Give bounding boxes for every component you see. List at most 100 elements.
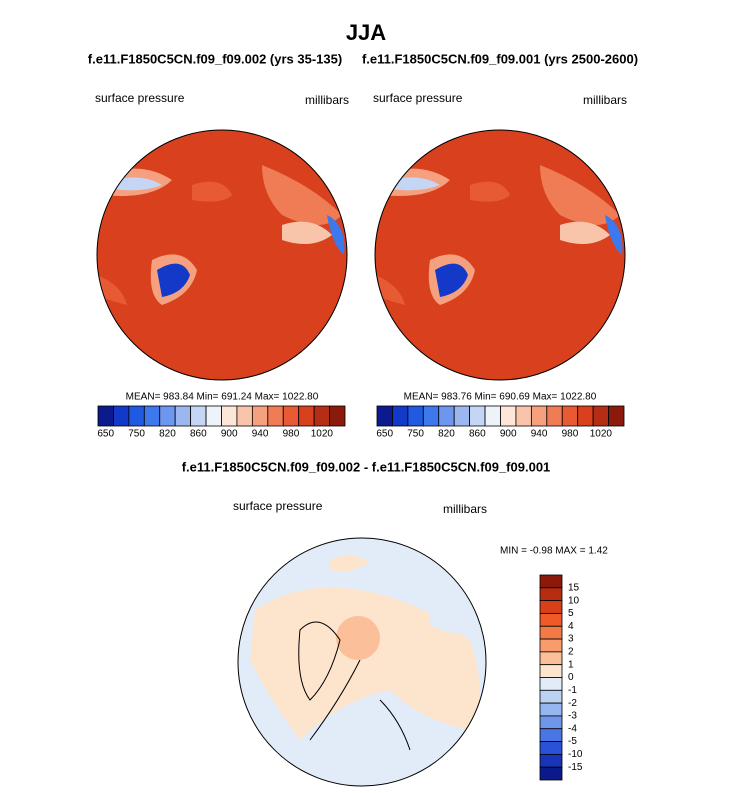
colorbar-box: [282, 405, 300, 427]
colorbar-box: [539, 753, 563, 768]
colorbar-box: [298, 405, 315, 427]
stats: MEAN= 983.76 Min= 690.69 Max= 1022.80: [404, 392, 597, 403]
colorbar-box: [530, 405, 548, 427]
colorbar-box: [313, 405, 330, 427]
colorbar-label: 4: [568, 621, 574, 632]
variable-label: surface pressure: [95, 91, 185, 105]
colorbar-box: [539, 587, 563, 602]
colorbar-box: [438, 405, 455, 427]
colorbar-box: [561, 405, 579, 427]
colorbar-box: [469, 405, 486, 427]
colorbar-box: [329, 405, 346, 427]
colorbar-label: 0: [568, 672, 574, 683]
colorbar-box: [539, 600, 563, 614]
colorbar-box: [577, 405, 594, 427]
colorbar-box: [205, 405, 222, 427]
colorbar-box: [539, 766, 563, 781]
colorbar-label: 15: [568, 582, 580, 593]
diff-title: f.e11.F1850C5CN.f09_f09.002 - f.e11.F185…: [182, 459, 551, 474]
colorbar-label: -1: [568, 685, 577, 696]
colorbar-box: [174, 405, 192, 427]
colorbar-box: [422, 405, 440, 427]
stats: MIN = -0.98 MAX = 1.42: [500, 546, 608, 557]
colorbar-label: 10: [568, 595, 580, 606]
panel-subtitle: f.e11.F1850C5CN.f09_f09.001 (yrs 2500-26…: [362, 51, 638, 66]
colorbar-label: 940: [252, 429, 269, 440]
colorbar-box: [159, 405, 176, 427]
colorbar-label: 860: [469, 429, 486, 440]
colorbar-label: -5: [568, 736, 577, 747]
colorbar-box: [515, 405, 532, 427]
colorbar-box: [539, 638, 563, 653]
colorbar-label: -15: [568, 762, 583, 773]
colorbar-box: [267, 405, 284, 427]
colorbar-box: [143, 405, 161, 427]
map-border: [237, 537, 487, 787]
colorbar-box: [608, 405, 625, 427]
colorbar-label: 5: [568, 608, 574, 619]
colorbar-box: [453, 405, 471, 427]
colorbar-box: [236, 405, 253, 427]
colorbar-label: -10: [568, 749, 583, 760]
coastlines: [298, 621, 411, 751]
map: [375, 130, 625, 380]
colorbar-label: 650: [376, 429, 393, 440]
variable-label: surface pressure: [373, 91, 463, 105]
colorbar-label: 650: [97, 429, 114, 440]
colorbar-box: [539, 574, 563, 589]
colorbar-label: 940: [531, 429, 548, 440]
map-border: [374, 129, 626, 381]
colorbar-label: 1020: [590, 429, 613, 440]
colorbar-box: [500, 405, 517, 427]
stats: MEAN= 983.84 Min= 691.24 Max= 1022.80: [126, 392, 319, 403]
colorbar-box: [407, 405, 424, 427]
panel-subtitle: f.e11.F1850C5CN.f09_f09.002 (yrs 35-135): [88, 51, 342, 66]
colorbar-label: 900: [500, 429, 517, 440]
colorbar-label: 980: [283, 429, 300, 440]
colorbar-box: [392, 405, 409, 427]
colorbar-label: 860: [190, 429, 207, 440]
colorbar-label: -2: [568, 698, 577, 709]
colorbar-label: 3: [568, 634, 574, 645]
colorbar-box: [190, 405, 207, 427]
colorbar-label: 2: [568, 647, 574, 658]
units-label: millibars: [443, 502, 487, 516]
colorbar-label: -4: [568, 723, 577, 734]
colorbar-label: 750: [407, 429, 424, 440]
variable-label: surface pressure: [233, 499, 323, 513]
colorbar-box: [484, 405, 501, 427]
colorbar-label: 1: [568, 659, 574, 670]
colorbar-box: [539, 689, 563, 704]
colorbar-box: [539, 664, 563, 678]
colorbar-box: [539, 702, 563, 717]
colorbar-box: [221, 405, 238, 427]
colorbar-box: [128, 405, 145, 427]
figure-title: JJA: [346, 20, 386, 45]
units-label: millibars: [305, 93, 349, 107]
colorbar-label: 900: [221, 429, 238, 440]
colorbar-box: [539, 651, 563, 666]
colorbar-box: [539, 741, 563, 755]
colorbar-label: 980: [562, 429, 579, 440]
colorbar-box: [539, 613, 563, 627]
colorbar-box: [539, 715, 563, 730]
colorbar-label: 750: [128, 429, 145, 440]
colorbar-box: [97, 405, 114, 427]
colorbar-box: [251, 405, 269, 427]
colorbar-box: [592, 405, 609, 427]
colorbar-box: [376, 405, 393, 427]
colorbar-box: [546, 405, 563, 427]
units-label: millibars: [583, 93, 627, 107]
colorbar-box: [539, 625, 563, 640]
map: [97, 130, 347, 380]
colorbar-box: [113, 405, 130, 427]
colorbar-label: 820: [438, 429, 455, 440]
colorbar-box: [539, 677, 563, 691]
map-border: [96, 129, 348, 381]
map: [238, 538, 486, 786]
colorbar-label: 1020: [311, 429, 334, 440]
colorbar-box: [539, 728, 563, 742]
colorbar-label: 820: [159, 429, 176, 440]
colorbar-label: -3: [568, 711, 577, 722]
